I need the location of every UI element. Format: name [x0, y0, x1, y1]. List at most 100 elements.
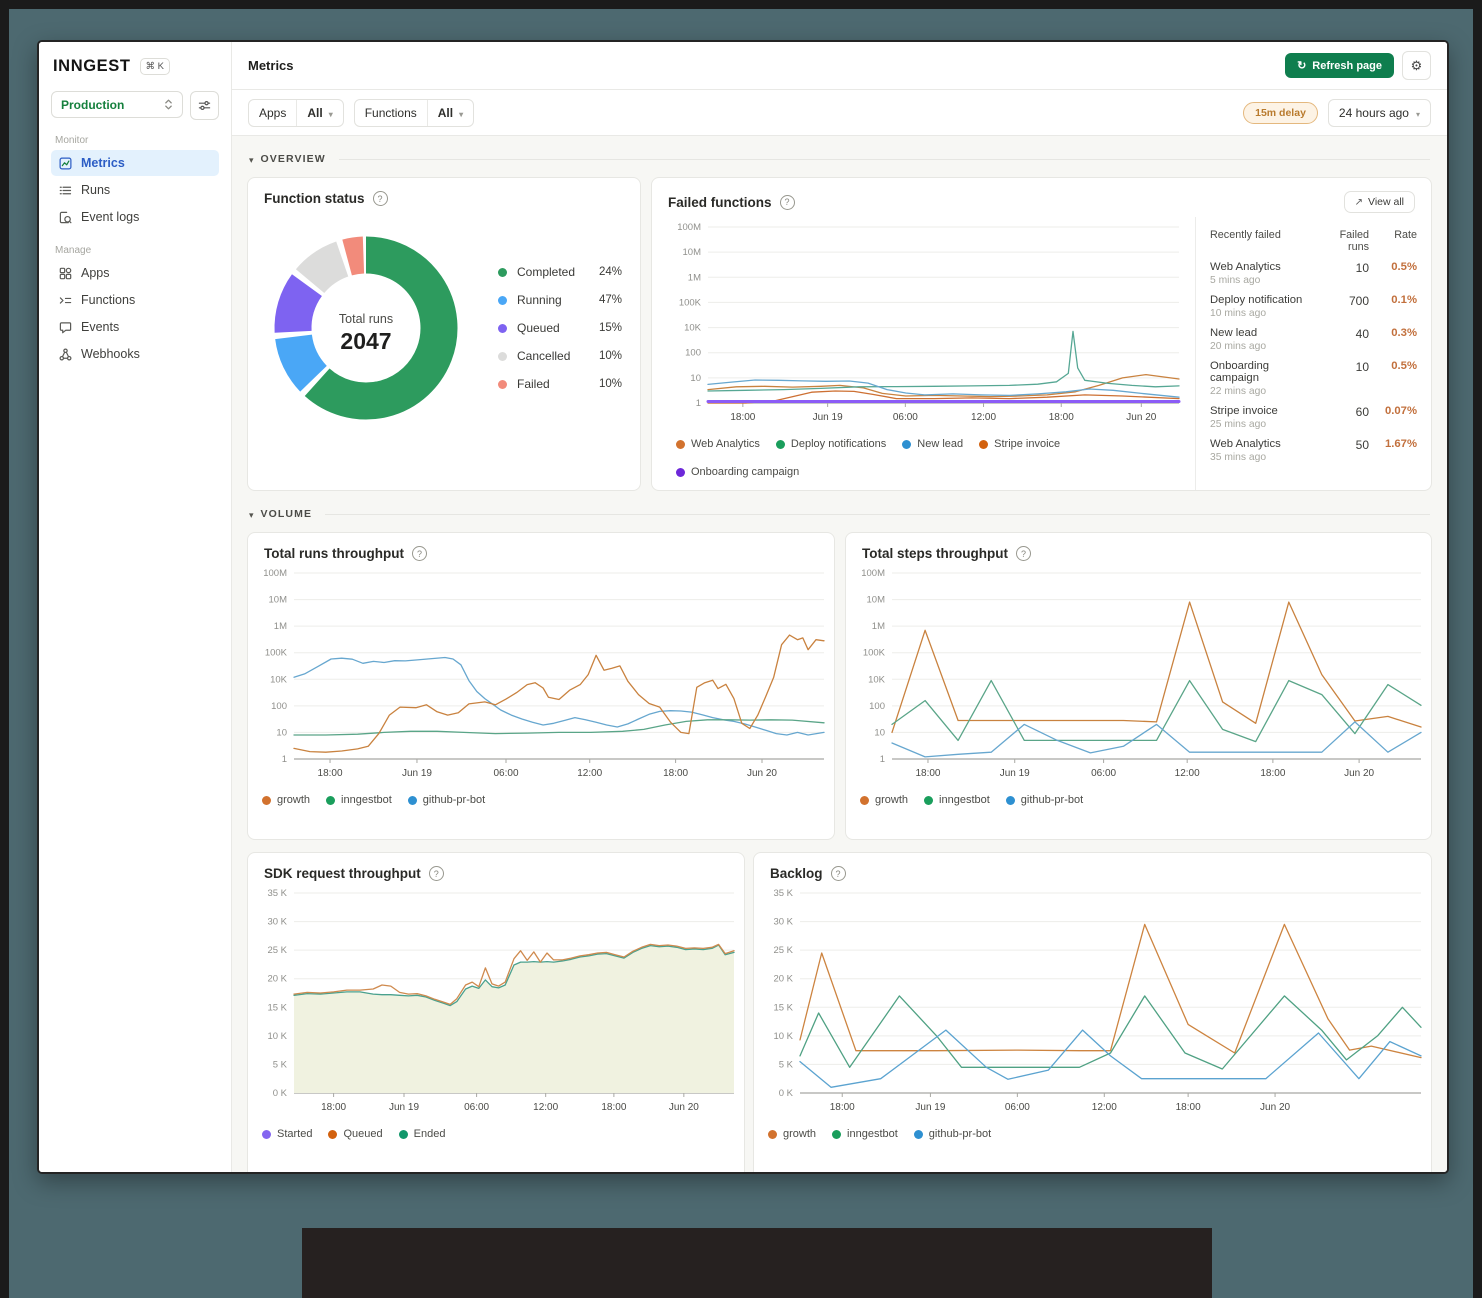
svg-text:100M: 100M [263, 568, 287, 579]
svg-text:Jun 19: Jun 19 [389, 1102, 419, 1113]
legend-dot [498, 323, 507, 333]
svg-text:Total runs: Total runs [339, 312, 393, 326]
svg-text:100K: 100K [265, 648, 288, 659]
total-steps-chart: 100M 10M 1M 100K 10K 100 10 1 18:00 Jun 19 06:00 12… [846, 565, 1431, 789]
failed-runs-value: 50 [1355, 438, 1369, 452]
apps-filter: Apps All [248, 98, 344, 127]
refresh-page-button[interactable]: Refresh page [1285, 53, 1394, 78]
volume-section-header[interactable]: VOLUME [249, 505, 1430, 523]
sidebar-item-apps[interactable]: Apps [51, 260, 219, 286]
overview-section-header[interactable]: OVERVIEW [249, 150, 1430, 168]
help-icon[interactable] [830, 866, 846, 881]
svg-text:25 K: 25 K [267, 945, 287, 956]
failed-functions-card: Failed functions View all 100M10M1M100K1… [651, 177, 1432, 491]
svg-text:12:00: 12:00 [1175, 768, 1200, 779]
legend-item: Queued [328, 1128, 383, 1140]
legend-percent: 15% [598, 322, 622, 334]
total-runs-chart-legend: growth inngestbot github-pr-bot [248, 789, 834, 808]
legend-item: Stripe invoice [979, 438, 1060, 450]
functions-icon [59, 294, 72, 307]
table-row[interactable]: Onboarding campaign 22 mins ago 10 0.5% [1210, 360, 1417, 397]
failed-table: Recently failed Failed runs Rate Web Analyt… [1195, 217, 1431, 490]
svg-text:1M: 1M [274, 621, 287, 632]
sdk-request-card: SDK request throughput 35 K 30 K 25 K 20 K 1… [247, 852, 745, 1172]
svg-text:20 K: 20 K [267, 974, 287, 985]
failed-function-cell: Web Analytics 35 mins ago [1210, 438, 1317, 463]
sdk-request-title: SDK request throughput [264, 866, 421, 881]
table-row[interactable]: New lead 20 mins ago 40 0.3% [1210, 327, 1417, 352]
failed-function-time: 22 mins ago [1210, 386, 1267, 397]
failed-functions-chart-legend: Web Analytics Deploy notifications New lea… [662, 433, 1189, 480]
table-row[interactable]: Deploy notification 10 mins ago 700 0.1% [1210, 294, 1417, 319]
svg-text:10: 10 [276, 727, 287, 738]
table-row[interactable]: Stripe invoice 25 mins ago 60 0.07% [1210, 405, 1417, 430]
command-k-shortcut[interactable]: ⌘ K [139, 58, 171, 75]
failed-runs-value: 40 [1355, 327, 1369, 341]
help-icon[interactable] [1015, 546, 1031, 561]
svg-text:10K: 10K [684, 323, 702, 334]
apps-filter-value[interactable]: All [296, 99, 342, 126]
sdk-request-chart-legend: Started Queued Ended [248, 1123, 744, 1142]
svg-text:Jun 20: Jun 20 [1260, 1102, 1290, 1113]
svg-text:18:00: 18:00 [318, 768, 343, 779]
gear-icon [1411, 57, 1423, 75]
sidebar-item-event-logs[interactable]: Event logs [51, 204, 219, 230]
function-status-title: Function status [264, 191, 365, 206]
svg-text:2047: 2047 [340, 328, 391, 354]
legend-item: growth [860, 794, 908, 806]
svg-text:20 K: 20 K [773, 974, 793, 985]
arrow-up-right-icon [1355, 196, 1363, 208]
svg-text:10: 10 [874, 727, 885, 738]
settings-button[interactable] [1402, 51, 1431, 80]
functions-filter: Functions All [353, 98, 475, 127]
failed-function-name: Deploy notification [1210, 294, 1303, 306]
svg-text:100: 100 [869, 701, 885, 712]
sidebar-item-events[interactable]: Events [51, 314, 219, 340]
sidebar-item-label: Functions [81, 293, 136, 307]
legend-label: Stripe invoice [994, 438, 1061, 450]
sidebar-nav: Monitor Metrics Runs Event logs Manage Apps Fu… [51, 135, 219, 367]
chevron-down-icon [329, 106, 333, 120]
svg-text:Jun 20: Jun 20 [1126, 412, 1156, 423]
failed-runs-value: 10 [1355, 261, 1369, 275]
legend-dot [262, 795, 271, 805]
table-row[interactable]: Web Analytics 35 mins ago 50 1.67% [1210, 438, 1417, 463]
svg-text:30 K: 30 K [267, 917, 287, 928]
environment-value: Production [61, 97, 125, 112]
legend-dot [498, 295, 507, 305]
help-icon[interactable] [428, 866, 444, 881]
svg-text:100K: 100K [863, 648, 886, 659]
svg-text:10M: 10M [683, 247, 702, 258]
failed-rate-value: 0.3% [1391, 327, 1417, 339]
sidebar-item-metrics[interactable]: Metrics [51, 150, 219, 176]
svg-text:1: 1 [696, 398, 701, 409]
legend-dot [328, 1129, 338, 1139]
sidebar-item-webhooks[interactable]: Webhooks [51, 341, 219, 367]
help-icon[interactable] [372, 191, 388, 206]
svg-text:30 K: 30 K [773, 917, 793, 928]
functions-filter-label: Functions [364, 105, 417, 120]
legend-label: growth [277, 794, 311, 806]
legend-item: inngestbot [326, 794, 392, 806]
failed-function-time: 5 mins ago [1210, 275, 1261, 286]
environment-select[interactable]: Production [51, 91, 183, 118]
legend-dot [498, 351, 507, 361]
failed-rate-value: 0.5% [1391, 261, 1417, 273]
table-row[interactable]: Web Analytics 5 mins ago 10 0.5% [1210, 261, 1417, 286]
functions-filter-value[interactable]: All [426, 99, 473, 126]
env-filter-button[interactable] [190, 91, 219, 120]
svg-text:12:00: 12:00 [577, 768, 602, 779]
sidebar-item-runs[interactable]: Runs [51, 177, 219, 203]
help-icon[interactable] [779, 194, 795, 210]
legend-label: github-pr-bot [928, 1128, 992, 1140]
legend-dot [913, 1129, 923, 1139]
sidebar-item-label: Metrics [81, 156, 125, 170]
time-range-select[interactable]: 24 hours ago [1327, 98, 1431, 127]
total-steps-chart-legend: growth inngestbot github-pr-bot [846, 789, 1431, 808]
failed-table-header-cell: Recently failed [1210, 229, 1281, 241]
help-icon[interactable] [411, 546, 427, 561]
legend-label: Queued [343, 1128, 383, 1140]
view-all-button[interactable]: View all [1343, 191, 1415, 213]
sidebar-item-functions[interactable]: Functions [51, 287, 219, 313]
legend-item: github-pr-bot [407, 794, 485, 806]
